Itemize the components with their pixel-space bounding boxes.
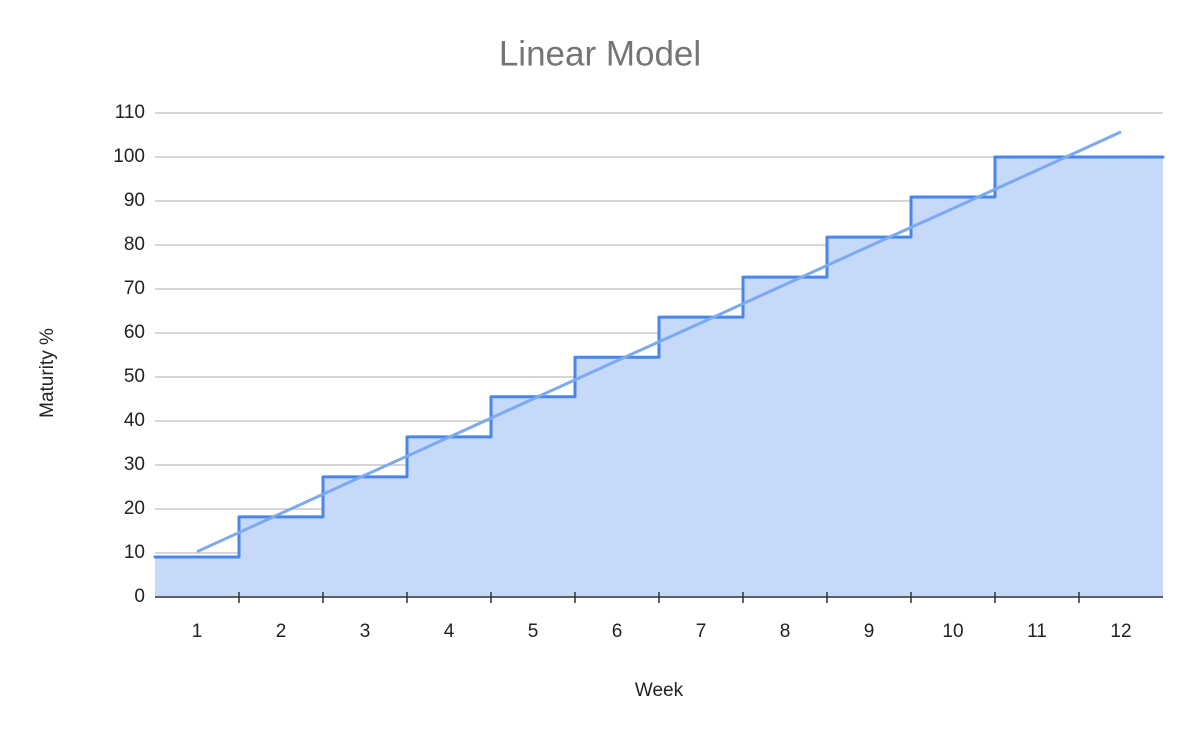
x-tick-label: 3 [360, 621, 371, 642]
y-tick-label: 50 [124, 366, 145, 387]
x-tick-label: 1 [192, 621, 203, 642]
x-tick-label: 6 [612, 621, 623, 642]
y-tick-label: 40 [124, 410, 145, 431]
area-segment [743, 277, 827, 597]
area-segment [995, 157, 1079, 597]
area-segment [155, 556, 239, 597]
area-segment [407, 436, 491, 597]
y-tick-label: 20 [124, 498, 145, 519]
area-segment [575, 357, 659, 597]
y-tick-label: 90 [124, 190, 145, 211]
x-tick-label: 10 [942, 621, 963, 642]
area-segment [827, 237, 911, 597]
area-segment [491, 396, 575, 597]
area-segment [323, 476, 407, 597]
x-tick-label: 8 [780, 621, 791, 642]
x-tick-label: 7 [696, 621, 707, 642]
x-tick-label: 2 [276, 621, 287, 642]
x-tick-label: 5 [528, 621, 539, 642]
x-tick-label: 11 [1027, 621, 1047, 642]
y-tick-label: 10 [124, 542, 145, 563]
y-tick-label: 100 [113, 146, 145, 167]
y-tick-label: 80 [124, 234, 145, 255]
trendline [196, 130, 1122, 554]
y-axis-label: Maturity % [37, 328, 58, 418]
x-tick-label: 9 [864, 621, 875, 642]
y-tick-label: 0 [134, 586, 145, 607]
area-segment [659, 317, 743, 597]
area-segment [1079, 157, 1163, 597]
x-tick-label: 12 [1110, 621, 1131, 642]
y-tick-label: 30 [124, 454, 145, 475]
y-tick-label: 110 [115, 102, 145, 123]
x-axis-label: Week [635, 680, 684, 701]
chart-title: Linear Model [499, 34, 701, 73]
area-segment [911, 197, 995, 598]
x-tick-label: 4 [444, 621, 455, 642]
y-tick-label: 60 [124, 322, 145, 343]
area-segment [239, 516, 323, 597]
y-tick-label: 70 [124, 278, 145, 299]
